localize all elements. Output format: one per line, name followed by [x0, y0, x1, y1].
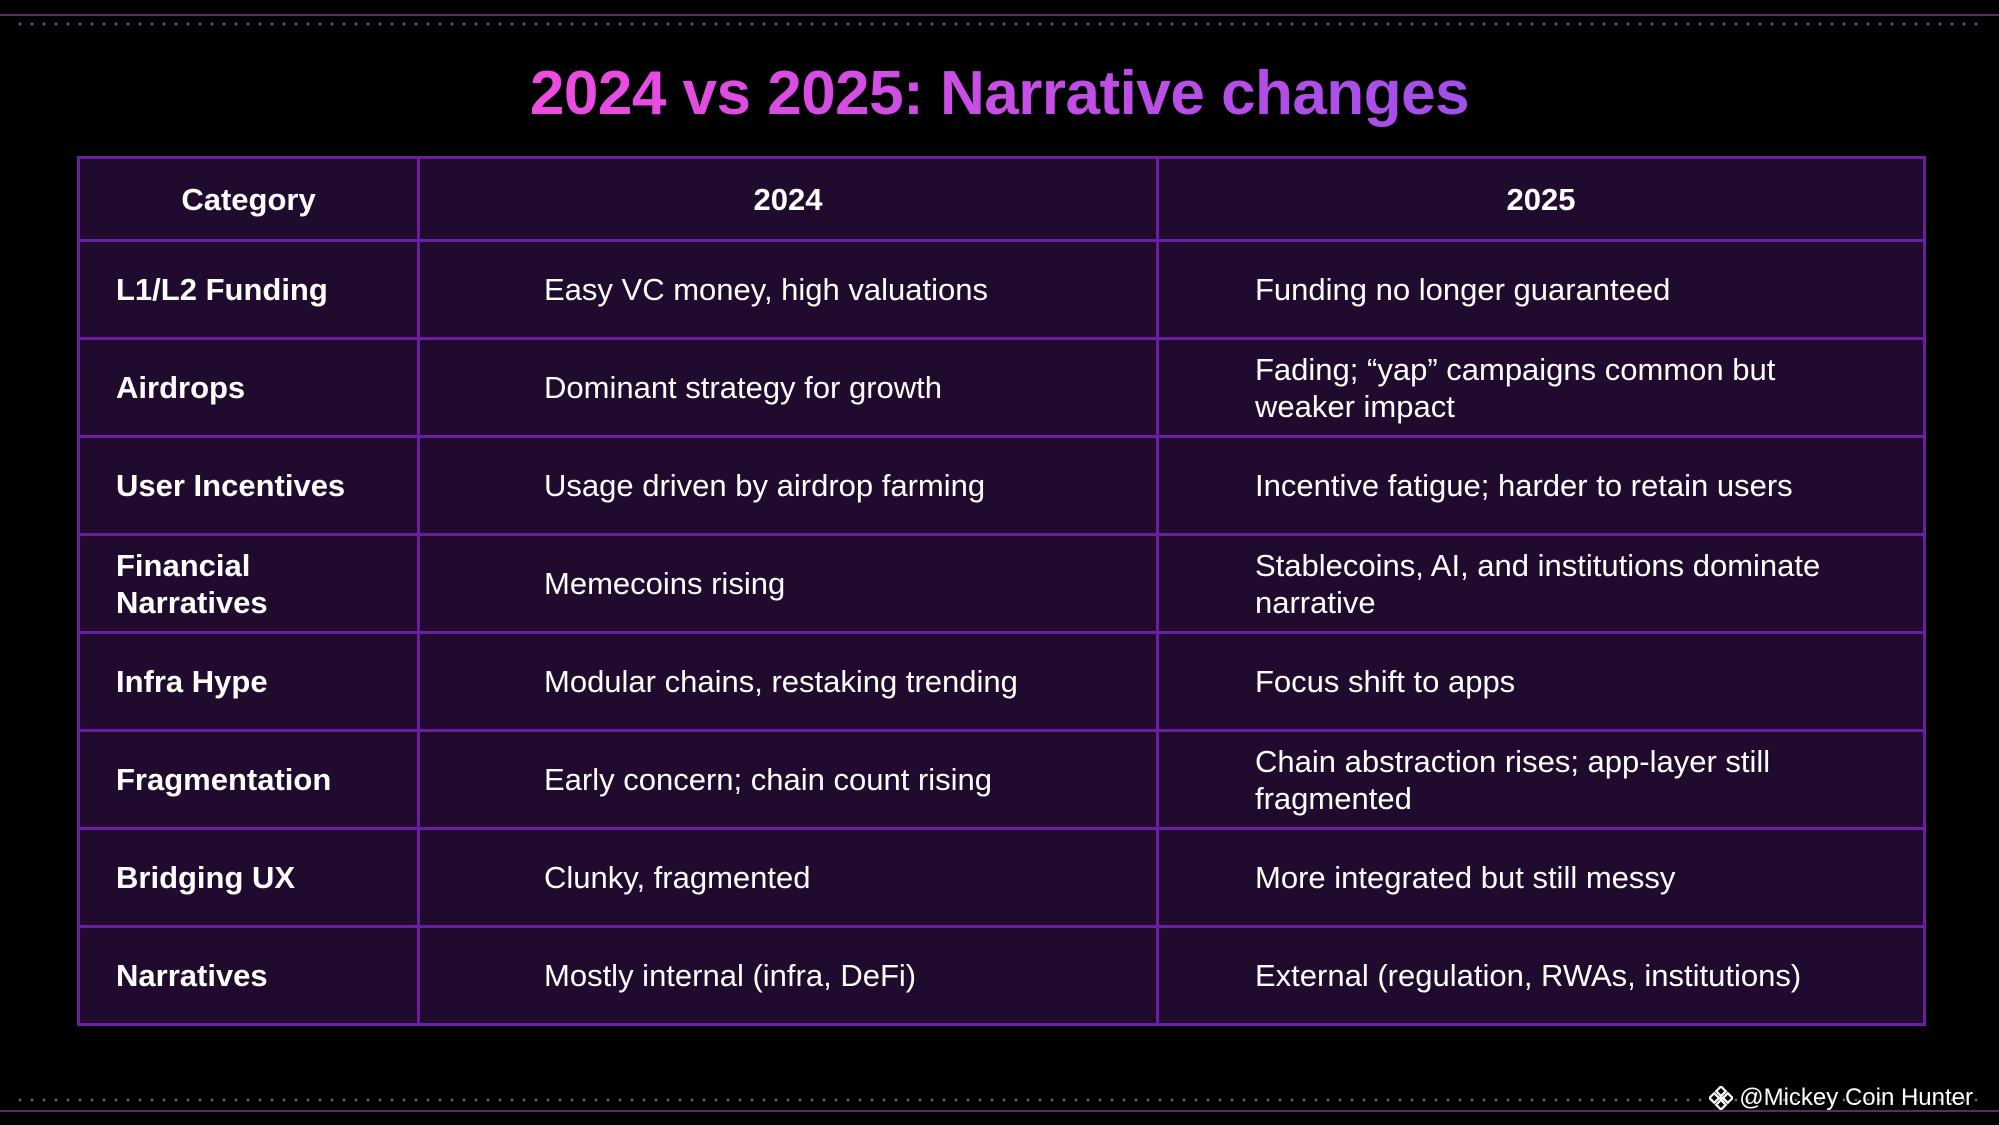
row-category: Infra Hype: [77, 631, 420, 732]
row-category: Financial Narratives: [77, 533, 420, 634]
row-2025-value: External (regulation, RWAs, institutions…: [1156, 925, 1926, 1026]
row-category: Bridging UX: [77, 827, 420, 928]
table-row: Bridging UX Clunky, fragmented More inte…: [77, 827, 1926, 928]
page-title: 2024 vs 2025: Narrative changes: [529, 59, 1470, 128]
row-2024-value: Memecoins rising: [417, 533, 1159, 634]
top-border-line: [0, 14, 1999, 16]
bottom-dotted-border: [14, 1098, 1985, 1102]
table-row: Financial Narratives Memecoins rising St…: [77, 533, 1926, 634]
row-category: Narratives: [77, 925, 420, 1026]
row-2025-value: Chain abstraction rises; app-layer still…: [1156, 729, 1926, 830]
row-2025-value: More integrated but still messy: [1156, 827, 1926, 928]
row-2024-value: Mostly internal (infra, DeFi): [417, 925, 1159, 1026]
table-row: Narratives Mostly internal (infra, DeFi)…: [77, 925, 1926, 1026]
header-2025: 2025: [1156, 156, 1926, 242]
row-2024-value: Dominant strategy for growth: [417, 337, 1159, 438]
row-category: User Incentives: [77, 435, 420, 536]
top-dotted-border: [14, 22, 1985, 26]
bottom-border-line: [0, 1110, 1999, 1112]
row-2025-value: Funding no longer guaranteed: [1156, 239, 1926, 340]
row-category: Fragmentation: [77, 729, 420, 830]
table-row: Fragmentation Early concern; chain count…: [77, 729, 1926, 830]
row-2024-value: Usage driven by airdrop farming: [417, 435, 1159, 536]
row-2024-value: Modular chains, restaking trending: [417, 631, 1159, 732]
row-2025-value: Incentive fatigue; harder to retain user…: [1156, 435, 1926, 536]
table-row: Infra Hype Modular chains, restaking tre…: [77, 631, 1926, 732]
row-2024-value: Easy VC money, high valuations: [417, 239, 1159, 340]
binance-logo-icon: [1709, 1086, 1734, 1110]
table-row: Airdrops Dominant strategy for growth Fa…: [77, 337, 1926, 438]
header-2024: 2024: [417, 156, 1159, 242]
header-category: Category: [77, 156, 420, 242]
row-2024-value: Early concern; chain count rising: [417, 729, 1159, 830]
table-header-row: Category 2024 2025: [77, 156, 1926, 242]
watermark: @Mickey Coin Hunter: [1709, 1084, 1973, 1112]
row-2024-value: Clunky, fragmented: [417, 827, 1159, 928]
row-2025-value: Stablecoins, AI, and institutions domina…: [1156, 533, 1926, 634]
table-row: User Incentives Usage driven by airdrop …: [77, 435, 1926, 536]
row-2025-value: Focus shift to apps: [1156, 631, 1926, 732]
row-category: Airdrops: [77, 337, 420, 438]
row-category: L1/L2 Funding: [77, 239, 420, 340]
watermark-text: @Mickey Coin Hunter: [1739, 1084, 1973, 1111]
comparison-table: Category 2024 2025 L1/L2 Funding Easy VC…: [77, 156, 1926, 1026]
table-row: L1/L2 Funding Easy VC money, high valuat…: [77, 239, 1926, 340]
row-2025-value: Fading; “yap” campaigns common but weake…: [1156, 337, 1926, 438]
